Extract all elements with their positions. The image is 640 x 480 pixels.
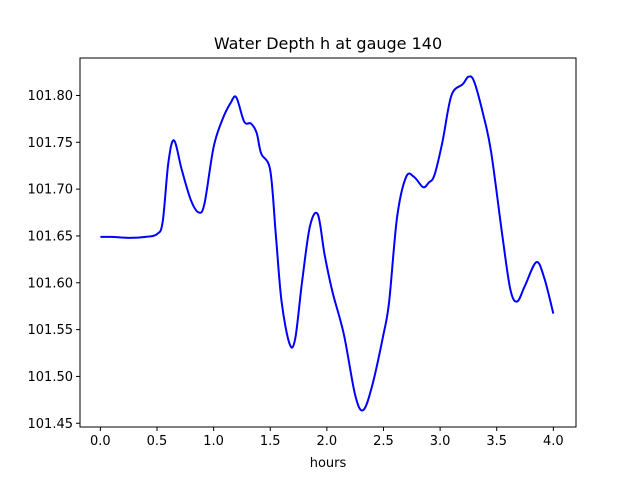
chart-title: Water Depth h at gauge 140 [214,34,442,53]
x-axis: 0.0 0.5 1.0 1.5 2.0 2.5 3.0 3.5 4.0 [90,427,564,449]
x-tick-label: 0.0 [90,434,111,449]
x-tick-label: 2.5 [373,434,394,449]
y-axis: 101.45 101.50 101.55 101.60 101.65 101.70 101.… [28,89,80,432]
y-tick-label: 101.50 [28,370,74,385]
y-tick-label: 101.45 [28,417,74,432]
x-tick-label: 3.5 [486,434,507,449]
x-tick-label: 1.5 [260,434,281,449]
x-tick-label: 1.0 [203,434,224,449]
y-tick-label: 101.80 [28,89,74,104]
y-tick-label: 101.55 [28,323,74,338]
x-tick-label: 2.0 [317,434,338,449]
y-tick-label: 101.60 [28,276,74,291]
y-tick-label: 101.75 [28,136,74,151]
x-tick-label: 0.5 [147,434,168,449]
y-tick-label: 101.70 [28,183,74,198]
x-tick-label: 4.0 [543,434,564,449]
water-depth-line [100,75,555,412]
series-layer [100,75,555,412]
x-axis-label: hours [310,456,347,471]
y-tick-label: 101.65 [28,229,74,244]
x-tick-label: 3.0 [430,434,451,449]
plot-frame [79,57,577,428]
